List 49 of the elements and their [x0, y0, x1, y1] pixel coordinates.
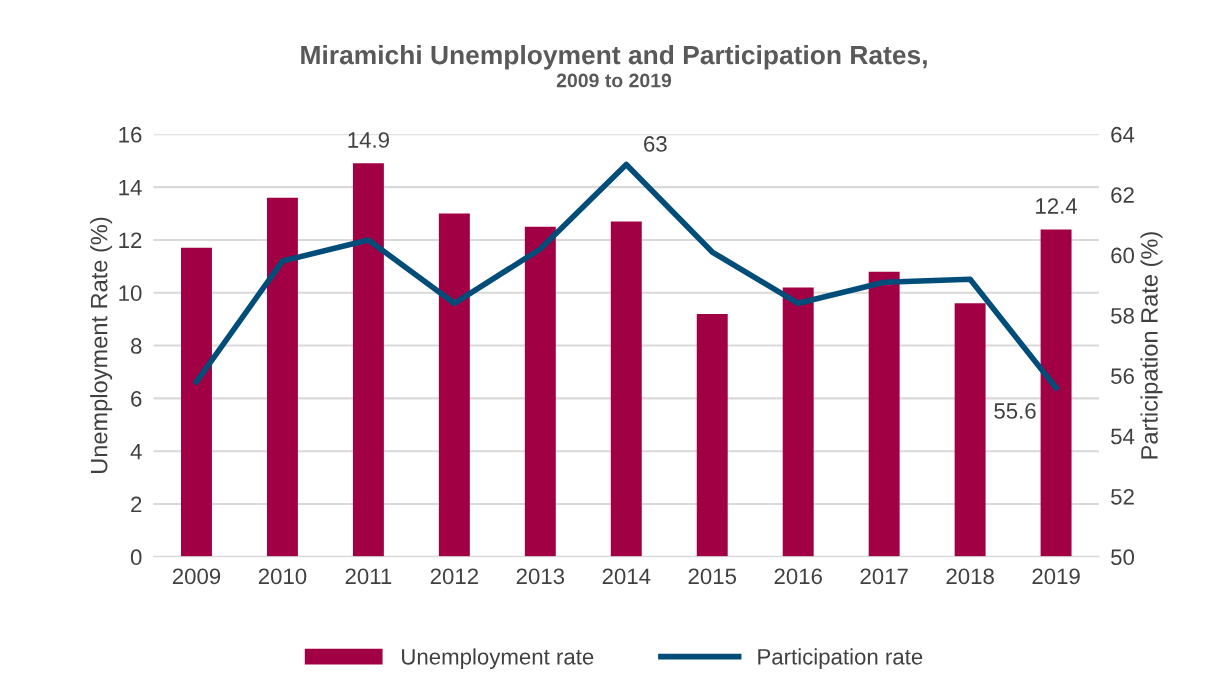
x-tick-label: 2014: [602, 568, 651, 585]
data-label: 55.6: [994, 403, 1036, 419]
y2-axis-title: Participation Rate (%): [1140, 232, 1163, 459]
x-tick-label: 2012: [430, 568, 478, 585]
y-tick-label: 12: [119, 232, 142, 248]
x-tick-label: 2017: [860, 568, 908, 585]
bar: [868, 271, 900, 557]
x-tick-label: 2013: [516, 568, 565, 585]
bar: [352, 163, 384, 557]
bar: [1040, 229, 1072, 557]
y-tick-label: 2: [131, 496, 142, 513]
bar: [181, 247, 212, 557]
x-tick-label: 2019: [1032, 568, 1080, 585]
bar: [954, 303, 986, 557]
y-tick-label: 4: [130, 443, 142, 460]
bar: [438, 213, 470, 557]
y-tick-label: 0: [130, 549, 142, 566]
y-axis-title: Unemployment Rate (%): [90, 217, 113, 473]
y2-tick-label: 62: [1111, 187, 1134, 203]
x-tick-label: 2010: [258, 568, 307, 585]
y2-tick-label: 58: [1111, 307, 1134, 324]
bar: [266, 197, 298, 557]
y-tick-label: 14: [119, 179, 142, 196]
data-label: 14.9: [348, 132, 389, 148]
y-tick-label: 8: [131, 338, 142, 354]
x-tick-label: 2016: [774, 568, 822, 585]
y2-tick-label: 64: [1111, 126, 1135, 143]
x-tick-label: 2009: [172, 568, 221, 585]
legend-label: Unemployment rate: [402, 648, 594, 670]
data-label: 63: [644, 136, 667, 152]
legend-label: Participation rate: [758, 648, 923, 670]
bar: [696, 313, 728, 557]
y2-tick-label: 54: [1111, 428, 1135, 445]
data-label: 12.4: [1036, 198, 1078, 214]
y2-tick-label: 50: [1111, 549, 1135, 566]
chart-title: Miramichi Unemployment and Participation Rates,: [301, 45, 927, 70]
x-tick-label: 2018: [946, 568, 994, 585]
bar: [524, 226, 556, 557]
y-tick-label: 6: [131, 390, 142, 407]
bar: [610, 221, 642, 557]
y2-tick-label: 60: [1111, 247, 1135, 264]
y2-tick-label: 56: [1111, 368, 1134, 385]
bar: [782, 287, 814, 557]
chart-subtitle: 2009 to 2019: [556, 73, 672, 88]
y-tick-label: 10: [119, 285, 142, 302]
y2-tick-label: 52: [1111, 488, 1134, 505]
x-tick-label: 2011: [345, 568, 392, 585]
y-tick-label: 16: [119, 126, 142, 143]
x-tick-label: 2015: [688, 568, 737, 585]
